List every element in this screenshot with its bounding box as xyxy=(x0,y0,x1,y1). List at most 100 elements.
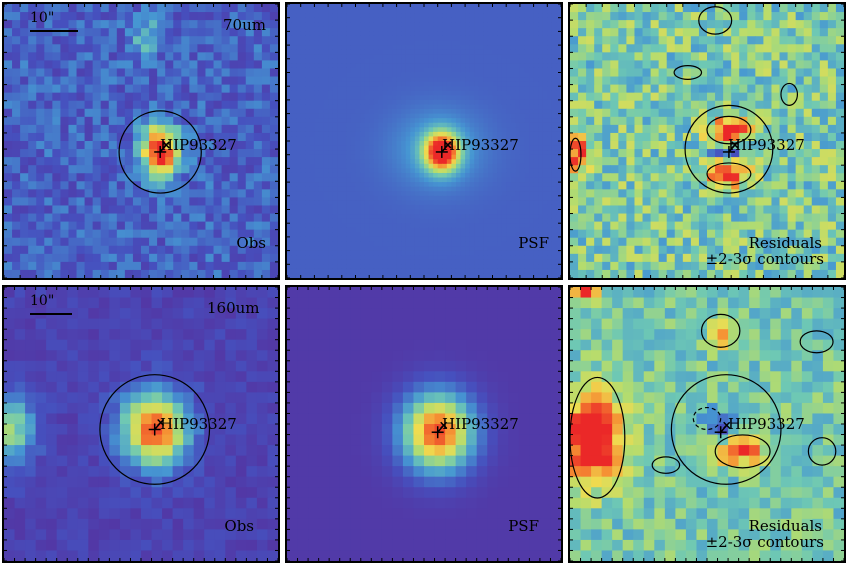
pixel xyxy=(474,191,480,197)
pixel xyxy=(76,253,86,263)
pixel xyxy=(524,141,530,147)
pixel xyxy=(442,141,448,147)
pixel xyxy=(460,54,466,60)
pixel xyxy=(515,63,521,69)
pixel xyxy=(157,221,166,231)
pixel xyxy=(300,268,306,275)
pixel xyxy=(309,195,315,201)
pixel xyxy=(465,177,471,183)
pixel xyxy=(116,60,126,70)
pixel xyxy=(323,99,329,106)
pixel xyxy=(455,168,462,174)
pixel xyxy=(157,84,166,94)
pixel xyxy=(410,58,416,64)
pixel xyxy=(396,95,402,101)
pixel xyxy=(261,60,271,70)
pixel xyxy=(529,122,535,128)
pixel xyxy=(337,67,343,74)
pixel xyxy=(474,58,480,64)
pixel xyxy=(446,200,452,206)
pixel xyxy=(492,191,498,197)
pixel xyxy=(428,150,434,156)
pixel xyxy=(524,195,530,201)
pixel xyxy=(410,90,416,96)
pixel xyxy=(337,122,343,128)
pixel xyxy=(410,236,416,243)
pixel xyxy=(382,86,389,92)
pixel xyxy=(314,255,320,261)
pixel xyxy=(594,4,603,13)
pixel xyxy=(428,131,434,138)
pixel xyxy=(291,4,297,10)
pixel xyxy=(173,189,182,199)
pixel xyxy=(197,76,207,86)
pixel xyxy=(779,28,789,37)
pixel xyxy=(419,255,425,261)
pixel xyxy=(92,28,102,37)
pixel xyxy=(542,113,548,119)
pixel xyxy=(497,109,503,115)
pixel xyxy=(355,45,361,51)
pixel xyxy=(314,109,320,115)
pixel xyxy=(451,67,457,74)
pixel xyxy=(524,45,530,51)
pixel xyxy=(92,76,102,86)
pixel xyxy=(245,237,255,247)
pixel xyxy=(100,108,110,118)
pixel xyxy=(515,186,521,192)
pixel xyxy=(300,127,306,133)
pixel xyxy=(501,246,507,252)
pixel xyxy=(487,236,494,243)
pixel xyxy=(132,245,142,255)
pixel xyxy=(474,86,480,92)
pixel xyxy=(382,223,389,229)
pixel xyxy=(446,223,452,229)
pixel xyxy=(12,269,21,278)
pixel xyxy=(731,12,740,21)
pixel xyxy=(474,209,480,215)
pixel xyxy=(551,259,558,265)
pixel xyxy=(405,90,411,96)
pixel xyxy=(76,84,86,94)
pixel xyxy=(318,81,325,87)
pixel xyxy=(346,13,352,19)
pixel xyxy=(189,60,199,70)
pixel xyxy=(221,108,231,118)
pixel xyxy=(287,268,293,275)
pixel xyxy=(414,154,421,160)
pixel xyxy=(437,90,443,96)
pixel xyxy=(369,54,375,60)
pixel xyxy=(428,200,434,206)
pixel xyxy=(314,204,320,211)
pixel xyxy=(497,168,503,174)
pixel xyxy=(524,159,530,165)
pixel xyxy=(360,268,366,275)
pixel xyxy=(141,60,150,70)
pixel xyxy=(626,12,636,21)
pixel xyxy=(497,204,503,211)
pixel xyxy=(474,255,480,261)
pixel xyxy=(269,44,278,53)
pixel xyxy=(181,197,190,207)
pixel xyxy=(364,141,370,147)
pixel xyxy=(428,26,434,32)
pixel xyxy=(269,181,278,190)
pixel xyxy=(433,118,439,124)
pixel xyxy=(341,141,347,147)
pixel xyxy=(410,141,416,147)
pixel xyxy=(551,31,558,37)
pixel xyxy=(465,45,471,51)
pixel xyxy=(237,124,247,134)
pixel xyxy=(437,63,443,69)
pixel xyxy=(437,186,443,192)
pixel xyxy=(382,259,389,265)
pixel xyxy=(501,195,507,201)
pixel xyxy=(229,213,239,223)
pixel xyxy=(4,165,13,174)
pixel xyxy=(455,104,462,110)
pixel xyxy=(229,108,239,118)
pixel xyxy=(392,177,398,183)
pixel xyxy=(538,77,544,83)
pixel xyxy=(269,189,278,199)
pixel xyxy=(341,72,347,78)
